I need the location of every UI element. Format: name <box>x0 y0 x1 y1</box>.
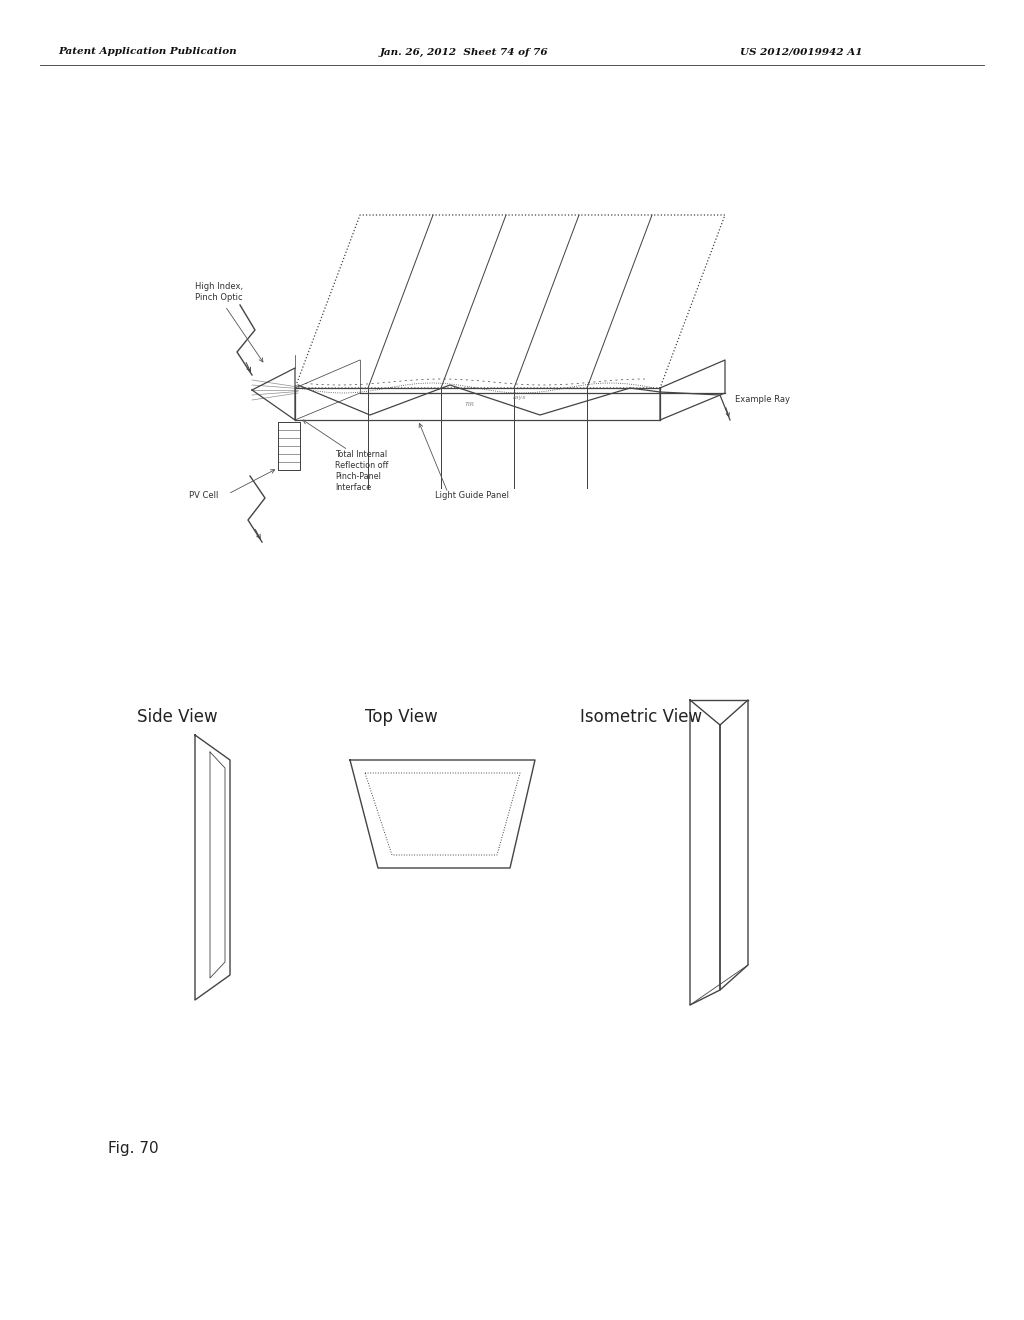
Text: Patent Application Publication: Patent Application Publication <box>58 48 237 57</box>
Text: Top View: Top View <box>365 708 437 726</box>
Text: Isometric View: Isometric View <box>580 708 702 726</box>
Text: US 2012/0019942 A1: US 2012/0019942 A1 <box>740 48 862 57</box>
Text: Example Ray: Example Ray <box>735 396 790 404</box>
Text: Light Guide Panel: Light Guide Panel <box>435 491 509 499</box>
Text: Jan. 26, 2012  Sheet 74 of 76: Jan. 26, 2012 Sheet 74 of 76 <box>380 48 549 57</box>
Text: Total Internal
Reflection off
Pinch-Panel
Interface: Total Internal Reflection off Pinch-Pane… <box>335 450 388 492</box>
Text: Fig. 70: Fig. 70 <box>108 1140 159 1155</box>
Text: TIR: TIR <box>465 403 475 408</box>
Text: rays: rays <box>513 396 526 400</box>
Text: High Index,
Pinch Optic: High Index, Pinch Optic <box>195 282 243 302</box>
Text: PV Cell: PV Cell <box>188 491 218 500</box>
Text: Side View: Side View <box>137 708 218 726</box>
